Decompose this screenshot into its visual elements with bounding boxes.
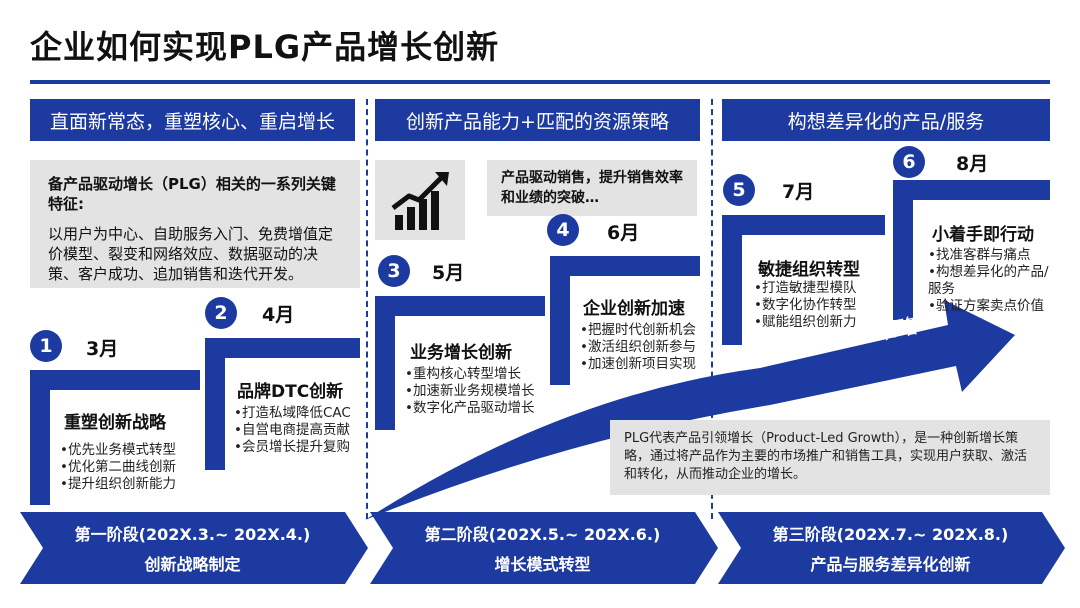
step-number-4: 4: [547, 214, 579, 246]
step-title-2: 品牌DTC创新: [237, 382, 344, 402]
step-month-3: 5月: [432, 262, 465, 284]
step-title-3: 业务增长创新: [410, 343, 512, 363]
footer-phase-1-name: 创新战略制定: [144, 555, 241, 574]
step-bullets-5: •打造敏捷型模队 •数字化协作转型 •赋能组织创新力: [754, 280, 856, 331]
bullet-item: •自営电商提高贡献: [234, 422, 350, 438]
phase-divider-1: [366, 99, 368, 519]
step-month-1: 3月: [86, 338, 119, 360]
bullet-item: •验证方案卖点价值: [928, 298, 1044, 314]
bullet-item: •构想差异化的产品/服务: [928, 264, 1049, 297]
step-bullets-2: •打造私域降低CAC •自営电商提高贡献 •会员增长提升复购: [234, 405, 351, 456]
step-month-5: 7月: [782, 181, 815, 203]
step-month-6: 8月: [956, 153, 989, 175]
sales-callout: 产品驱动销售，提升销售效率和业绩的突破…: [487, 160, 697, 216]
bullet-item: •赋能组织创新力: [754, 314, 857, 330]
bullet-item: •打造私域降低CAC: [234, 405, 351, 421]
step-number-6: 6: [893, 146, 925, 178]
footer-phase-3-period: 第三阶段(202X.7.~ 202X.8.): [772, 525, 1009, 544]
bar-chart-trend-icon: [391, 172, 449, 230]
bullet-item: •数字化协作转型: [754, 297, 857, 313]
page-title: 企业如何实现PLG产品增长创新: [30, 28, 500, 66]
bullet-item: •数字化产品驱动增长: [405, 400, 535, 416]
step-month-4: 6月: [607, 222, 640, 244]
step-title-4: 企业创新加速: [583, 299, 685, 319]
footer-phase-2-name: 增长模式转型: [494, 555, 591, 574]
intro-body: 以用户为中心、自助服务入门、免费增值定价模型、裂变和网络效应、数据驱动的决策、客…: [48, 225, 334, 283]
footer-phase-2-period: 第二阶段(202X.5.~ 202X.6.): [424, 525, 661, 544]
step-month-2: 4月: [262, 304, 295, 326]
step-title-6: 小着手即行动: [932, 225, 1034, 245]
step-number-3: 3: [378, 255, 410, 287]
bullet-item: •会员增长提升复购: [234, 439, 350, 455]
footer-phase-1-period: 第一阶段(202X.3.~ 202X.4.): [74, 525, 311, 544]
step-bullets-6: •找准客群与痛点 •构想差异化的产品/服务 •验证方案卖点价值: [928, 247, 1053, 315]
phase-header-1: 直面新常态，重塑核心、重启增长: [30, 99, 355, 141]
step-title-1: 重塑创新战略: [64, 413, 166, 433]
phase-header-3: 构想差异化的产品/服务: [722, 99, 1050, 141]
bullet-item: •优化第二曲线创新: [60, 459, 176, 475]
intro-panel: 备产品驱动增长（PLG）相关的一系列关键特征: 以用户为中心、自助服务入门、免费…: [30, 160, 360, 288]
step-bullets-4: •把握时代创新机会 •激活组织创新参与 •加速创新项目实现: [580, 322, 696, 373]
bullet-item: •加速新业务规模增长: [405, 383, 535, 399]
bullet-item: •重构核心转型增长: [405, 366, 521, 382]
bullet-item: •激活组织创新参与: [580, 339, 696, 355]
phase-divider-2: [711, 99, 713, 519]
bullet-item: •提升组织创新能力: [60, 476, 176, 492]
phase-header-2: 创新产品能力+匹配的资源策略: [375, 99, 700, 141]
step-number-2: 2: [205, 297, 237, 329]
footer-phase-1: 第一阶段(202X.3.~ 202X.4.) 创新战略制定: [40, 521, 345, 575]
plg-definition-note: PLG代表产品引领增长（Product-Led Growth），是一种创新增长策…: [610, 420, 1050, 495]
footer-phase-3-name: 产品与服务差异化创新: [810, 555, 971, 574]
footer-phase-2: 第二阶段(202X.5.~ 202X.6.) 增长模式转型: [390, 521, 695, 575]
step-bullets-1: •优先业务模式转型 •优化第二曲线创新 •提升组织创新能力: [60, 442, 176, 493]
step-title-5: 敏捷组织转型: [758, 260, 860, 280]
bullet-item: •打造敏捷型模队: [754, 280, 857, 296]
footer-phase-3: 第三阶段(202X.7.~ 202X.8.) 产品与服务差异化创新: [738, 521, 1043, 575]
intro-title: 备产品驱动增长（PLG）相关的一系列关键特征:: [48, 175, 336, 213]
step-number-5: 5: [723, 174, 755, 206]
step-number-1: 1: [30, 330, 62, 362]
growth-icon-panel: [375, 160, 465, 240]
bullet-item: •把握时代创新机会: [580, 322, 696, 338]
step-bullets-3: •重构核心转型增长 •加速新业务规模增长 •数字化产品驱动增长: [405, 366, 534, 417]
bullet-item: •找准客群与痛点: [928, 247, 1031, 263]
title-divider: [30, 80, 1050, 84]
bullet-item: •加速创新项目实现: [580, 356, 696, 372]
bullet-item: •优先业务模式转型: [60, 442, 176, 458]
